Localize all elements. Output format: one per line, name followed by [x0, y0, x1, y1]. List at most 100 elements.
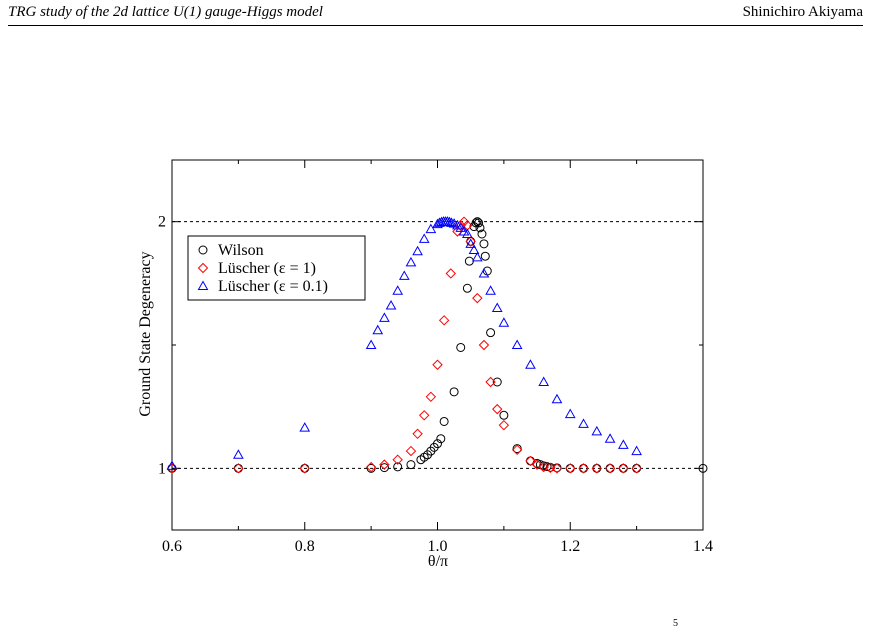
- data-point-triangle: [578, 418, 589, 428]
- data-point-triangle: [465, 238, 477, 248]
- data-point-diamond: [299, 463, 310, 474]
- legend-marker: [197, 262, 209, 274]
- x-tick-label: 0.8: [295, 538, 315, 555]
- data-point-diamond: [438, 315, 450, 326]
- data-point-circle: [512, 444, 522, 454]
- data-point-diamond: [472, 292, 483, 304]
- data-point-triangle: [299, 422, 311, 432]
- data-point-diamond: [551, 463, 563, 474]
- data-point-circle: [477, 229, 487, 239]
- data-point-circle: [436, 434, 446, 444]
- data-point-diamond: [233, 463, 244, 474]
- data-point-diamond: [465, 236, 476, 247]
- x-axis-label: θ/π: [428, 553, 448, 570]
- x-tick-label: 1.2: [560, 538, 580, 555]
- data-point-triangle: [485, 285, 496, 295]
- data-point-diamond: [412, 428, 423, 440]
- data-point-circle: [456, 342, 466, 352]
- data-point-triangle: [498, 317, 510, 327]
- data-point-diamond: [419, 410, 430, 421]
- data-point-triangle: [418, 233, 430, 243]
- data-point-diamond: [492, 403, 503, 415]
- x-tick-label: 1.4: [693, 538, 713, 555]
- author-name: Shinichiro Akiyama: [742, 4, 863, 20]
- data-point-triangle: [412, 245, 423, 256]
- legend-label: Lüscher (ε = 1): [218, 260, 316, 277]
- page-number: 5: [673, 618, 678, 629]
- data-point-triangle: [538, 376, 550, 386]
- data-point-triangle: [468, 244, 480, 255]
- data-point-circle: [492, 377, 502, 387]
- data-point-triangle: [233, 449, 244, 459]
- data-point-circle: [462, 283, 472, 293]
- data-point-circle: [479, 239, 489, 249]
- data-point-triangle: [591, 425, 603, 436]
- data-point-triangle: [166, 460, 178, 470]
- data-point-diamond: [365, 461, 377, 473]
- data-point-diamond: [478, 339, 490, 351]
- data-point-diamond: [538, 461, 549, 473]
- data-point-diamond: [392, 454, 403, 465]
- data-point-diamond: [525, 455, 536, 467]
- data-point-triangle: [525, 359, 536, 369]
- legend-marker: [197, 280, 209, 290]
- data-point-triangle: [564, 408, 576, 419]
- y-tick-label: 1: [158, 460, 166, 477]
- data-markers: [166, 216, 708, 474]
- data-point-triangle: [372, 324, 384, 335]
- data-point-circle: [449, 387, 459, 397]
- header-divider: [8, 25, 863, 26]
- data-point-diamond: [405, 445, 417, 457]
- data-point-diamond: [498, 419, 510, 431]
- data-point-circle: [474, 218, 484, 228]
- data-point-triangle: [444, 216, 455, 227]
- data-point-triangle: [631, 445, 642, 456]
- data-point-diamond: [432, 359, 443, 370]
- data-point-triangle: [379, 312, 390, 322]
- data-point-diamond: [445, 268, 456, 279]
- data-point-triangle: [462, 228, 473, 238]
- data-point-circle: [486, 328, 496, 338]
- data-point-diamond: [425, 391, 437, 403]
- data-point-circle: [698, 463, 708, 473]
- data-point-diamond: [631, 463, 642, 474]
- data-point-circle: [542, 462, 552, 472]
- data-point-triangle: [491, 302, 503, 312]
- data-point-circle: [482, 266, 492, 276]
- data-point-triangle: [425, 223, 437, 234]
- data-point-triangle: [617, 439, 629, 449]
- tick-labels: 0.6 0.8 1.0 1.2 1.4 1 2: [158, 214, 713, 555]
- x-tick-label: 0.6: [162, 538, 182, 555]
- data-point-circle: [439, 416, 449, 426]
- legend-label: Lüscher (ε = 0.1): [218, 278, 328, 295]
- data-point-triangle: [385, 300, 397, 310]
- plot-border: [171, 159, 704, 531]
- data-point-triangle: [392, 285, 404, 295]
- data-point-circle: [366, 463, 376, 473]
- plot-frame: [171, 159, 704, 531]
- data-point-triangle: [405, 256, 417, 267]
- data-point-circle: [475, 223, 485, 233]
- data-point-diamond: [511, 444, 523, 456]
- data-point-circle: [379, 463, 389, 473]
- axis-ticks: [171, 160, 704, 530]
- data-point-diamond: [591, 463, 603, 474]
- data-point-diamond: [565, 463, 576, 474]
- data-point-circle: [472, 217, 482, 227]
- data-point-circle: [499, 410, 509, 420]
- data-point-diamond: [578, 463, 589, 474]
- data-point-circle: [406, 460, 416, 470]
- data-point-diamond: [485, 376, 496, 388]
- data-point-triangle: [604, 433, 616, 443]
- data-point-triangle: [446, 217, 457, 227]
- data-point-triangle: [471, 251, 483, 262]
- data-point-triangle: [365, 339, 377, 349]
- data-point-diamond: [545, 462, 556, 474]
- data-point-diamond: [604, 463, 616, 474]
- data-point-triangle: [551, 393, 563, 404]
- x-tick-label: 1.0: [428, 538, 448, 555]
- data-point-circle: [480, 251, 490, 261]
- running-title: TRG study of the 2d lattice U(1) gauge-H…: [8, 4, 323, 20]
- legend-marker: [198, 245, 208, 255]
